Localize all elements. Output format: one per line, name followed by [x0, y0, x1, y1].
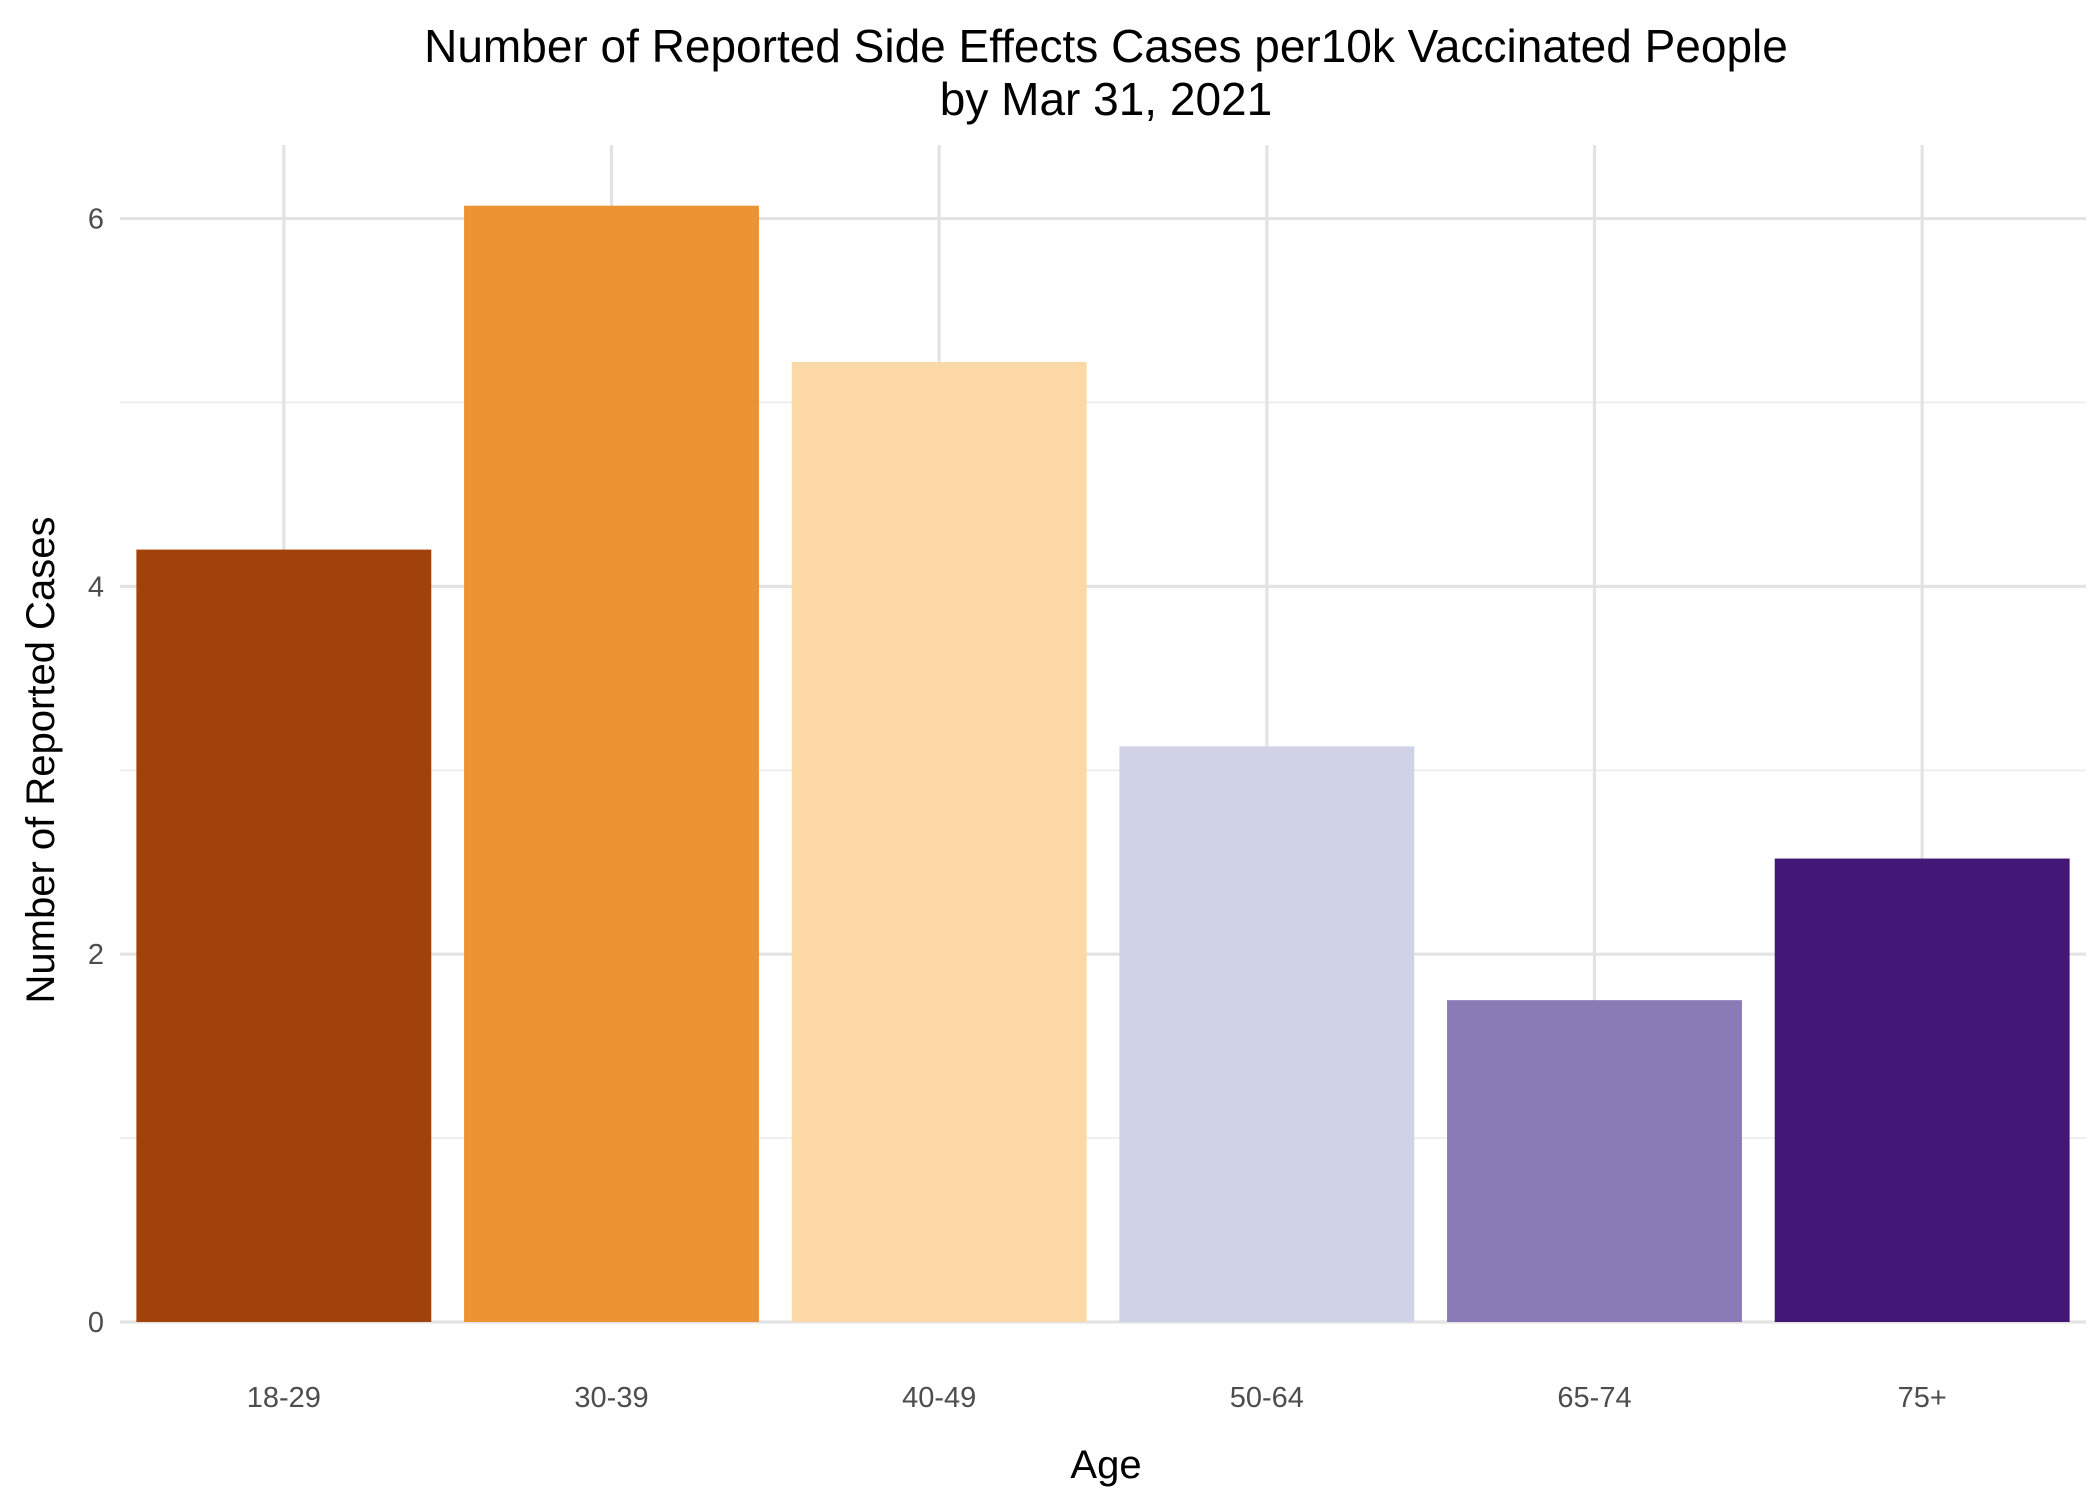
- bar-65-74[interactable]: [1447, 1000, 1742, 1322]
- x-tick-label-5: 75+: [1898, 1382, 1947, 1414]
- y-axis-title: Number of Reported Cases: [19, 517, 63, 1004]
- x-axis-tick-labels: 18-29 30-39 40-49 50-64 65-74 75+: [247, 1382, 1947, 1414]
- minor-gridlines: [120, 401, 2086, 1139]
- y-tick-label-0: 0: [88, 1307, 104, 1339]
- y-tick-label-2: 4: [88, 571, 104, 603]
- y-axis-tick-labels: 0 2 4 6: [88, 204, 104, 1339]
- bar-18-29[interactable]: [136, 549, 432, 1322]
- x-tick-label-0: 18-29: [247, 1382, 321, 1414]
- x-tick-label-4: 65-74: [1557, 1382, 1631, 1414]
- bar-40-49[interactable]: [791, 362, 1087, 1322]
- x-tick-label-2: 40-49: [902, 1382, 976, 1414]
- bar-30-39[interactable]: [464, 205, 759, 1322]
- bar-75+[interactable]: [1774, 858, 2070, 1322]
- chart-title-line-2: by Mar 31, 2021: [940, 73, 1272, 125]
- chart-title-line-1: Number of Reported Side Effects Cases pe…: [424, 20, 1788, 72]
- y-tick-label-3: 6: [88, 204, 104, 236]
- x-tick-label-1: 30-39: [574, 1382, 648, 1414]
- x-tick-label-3: 50-64: [1230, 1382, 1304, 1414]
- bar-50-64[interactable]: [1119, 746, 1415, 1322]
- x-axis-title: Age: [1070, 1443, 1141, 1487]
- bars: [136, 205, 2070, 1322]
- y-tick-label-1: 2: [88, 939, 104, 971]
